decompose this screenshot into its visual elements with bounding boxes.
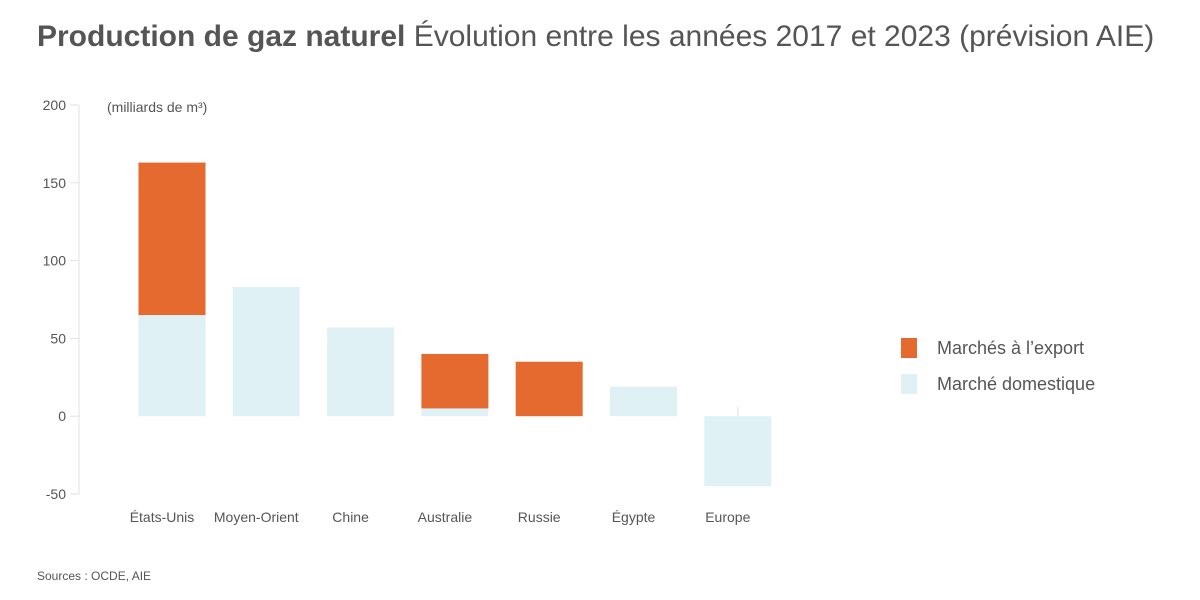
bar-export	[421, 353, 489, 409]
bar-domestic	[232, 287, 300, 417]
x-category-label: Chine	[332, 509, 369, 525]
legend-item-export: Marchés à l’export	[901, 330, 1095, 366]
y-tick-label: 100	[43, 253, 67, 269]
y-tick-label: 0	[58, 408, 66, 424]
x-category-label: Australie	[418, 509, 473, 525]
y-tick-label: 150	[43, 175, 67, 191]
bar-domestic	[610, 386, 677, 417]
x-category-label: Europe	[705, 509, 750, 525]
title-subtitle: Évolution entre les années 2017 et 2023 …	[413, 20, 1155, 53]
x-category-label: Russie	[518, 509, 561, 525]
legend-item-domestic: Marché domestique	[901, 366, 1095, 402]
bar-domestic	[138, 315, 206, 417]
legend-label-export: Marchés à l’export	[937, 337, 1085, 358]
chart-title: Production de gaz naturel Évolution entr…	[37, 20, 1154, 54]
source-note: Sources : OCDE, AIE	[37, 569, 152, 583]
bar-domestic	[421, 408, 489, 417]
x-category-label: États-Unis	[130, 509, 195, 525]
legend-swatch-domestic	[901, 374, 917, 394]
legend: Marchés à l’export Marché domestique	[901, 330, 1095, 402]
bar-export	[138, 162, 206, 316]
legend-label-domestic: Marché domestique	[937, 373, 1096, 394]
title-main: Production de gaz naturel	[37, 20, 406, 53]
y-tick-label: 200	[43, 97, 67, 113]
legend-swatch-export	[901, 338, 917, 358]
x-category-label: Égypte	[612, 509, 656, 525]
y-tick-label: 50	[50, 330, 66, 346]
bar-domestic	[327, 327, 395, 417]
unit-label: (milliards de m³)	[107, 99, 207, 115]
y-tick-label: -50	[46, 486, 66, 502]
bar-export	[515, 361, 583, 417]
x-category-label: Moyen-Orient	[214, 509, 299, 525]
bar-domestic	[704, 416, 772, 487]
